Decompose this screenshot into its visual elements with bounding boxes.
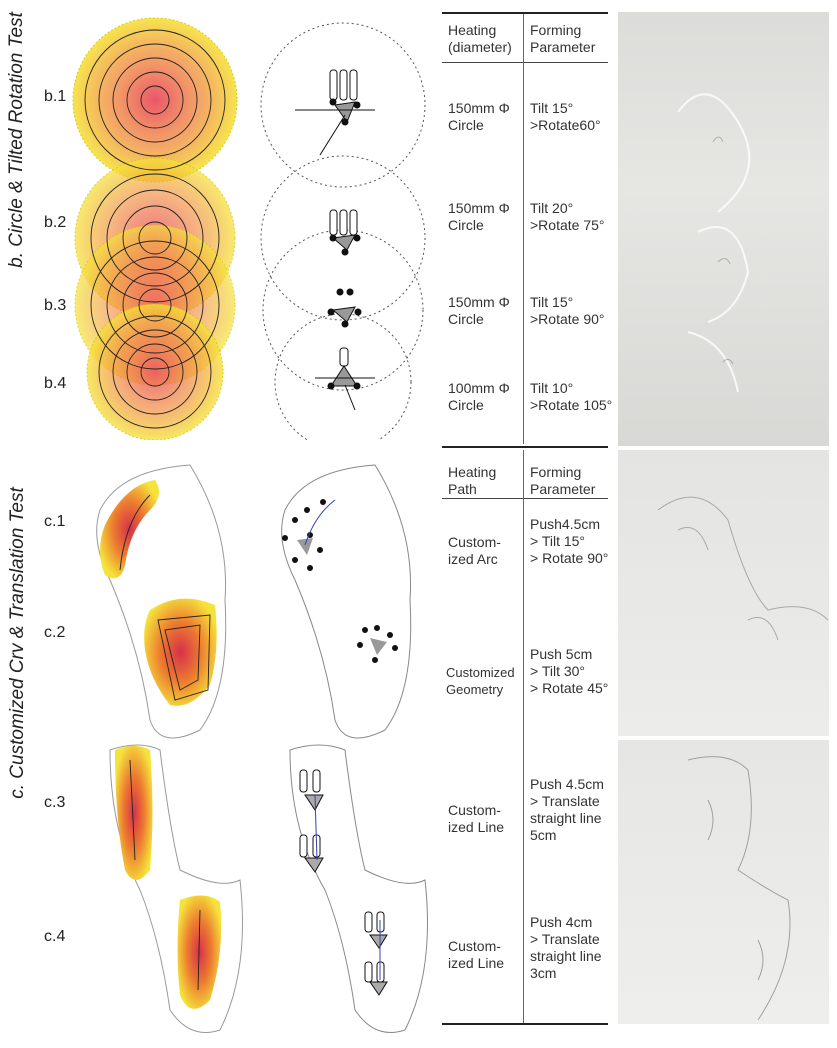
table-b-row4-forming: Tilt 10° >Rotate 105° [530, 380, 613, 413]
tool-b2 [329, 209, 361, 256]
label-c2: c.2 [44, 624, 66, 641]
table-c-row1-forming: Push4.5cm > Tilt 15° > Rotate 90° [530, 516, 609, 566]
table-b-row3-heating: 150mm Φ Circle [448, 294, 510, 327]
label-c3: c.3 [44, 794, 66, 811]
custom-path-diagram [281, 464, 428, 1033]
table-c-row2-heating: Customized Geometry [446, 665, 515, 697]
table-c-bottom-rule [442, 1023, 608, 1025]
formed-sheet-c3-image [687, 756, 791, 1021]
table-b-row1-forming: Tilt 15° >Rotate60° [530, 100, 601, 133]
table-c-row3-heating: Custom- ized Line [448, 802, 505, 835]
photo-section-c-top [618, 450, 829, 736]
section-b-title: b. Circle & Tilted Rotation Test [6, 12, 27, 268]
table-b-row1-heating: 150mm Φ Circle [448, 100, 510, 133]
table-b-row2-forming: Tilt 20° >Rotate 75° [530, 200, 605, 233]
table-c-row2-forming: Push 5cm > Tilt 30° > Rotate 45° [530, 646, 609, 696]
label-c1: c.1 [44, 513, 66, 530]
table-c-top-rule [442, 446, 608, 448]
label-b4: b.4 [44, 375, 67, 392]
tool-c1 [282, 499, 336, 571]
table-b-row4-heating: 100mm Φ Circle [448, 380, 510, 413]
table-b-row3-forming: Tilt 15° >Rotate 90° [530, 294, 605, 327]
label-c4: c.4 [44, 928, 66, 945]
label-b1: b.1 [44, 88, 67, 105]
table-c-header-heating: Heating Path [448, 464, 497, 497]
table-b-header-rule [442, 62, 608, 63]
table-c-row4-heating: Custom- ized Line [448, 938, 505, 971]
table-b-top-rule [442, 12, 608, 14]
tool-c4 [364, 911, 388, 996]
tool-b3 [327, 288, 362, 328]
table-b-row2-heating: 150mm Φ Circle [448, 200, 510, 233]
table-c-divider [523, 450, 524, 1024]
custom-heating-diagram [96, 464, 243, 1033]
table-b-divider [523, 14, 524, 444]
label-b2: b.2 [44, 214, 67, 231]
formed-sheet-b-image [677, 93, 751, 393]
table-b-header-heating: Heating (diameter) [448, 22, 512, 55]
rotation-paths-diagram [260, 22, 426, 440]
table-c-header-rule [442, 498, 608, 499]
table-c-row4-forming: Push 4cm > Translate straight line 3cm [530, 914, 602, 981]
heating-circles-diagram [72, 17, 238, 440]
table-c-row3-forming: Push 4.5cm > Translate straight line 5cm [530, 776, 604, 843]
formed-sheet-c1-image [657, 496, 829, 641]
section-c-title: c. Customized Crv & Translation Test [7, 487, 28, 799]
photo-section-b [618, 12, 829, 446]
tool-b1 [295, 69, 375, 156]
table-c-header-forming: Forming Parameter [530, 464, 596, 497]
heat-circle-b1 [72, 17, 238, 183]
label-b3: b.3 [44, 297, 67, 314]
table-b-header-forming: Forming Parameter [530, 22, 596, 55]
table-c-row1-heating: Custom- ized Arc [448, 534, 501, 567]
photo-section-c-bottom [618, 740, 829, 1024]
tool-c3 [299, 769, 324, 873]
heat-circle-b4 [86, 303, 224, 440]
tool-b4 [315, 347, 375, 411]
tool-c2 [357, 625, 398, 663]
